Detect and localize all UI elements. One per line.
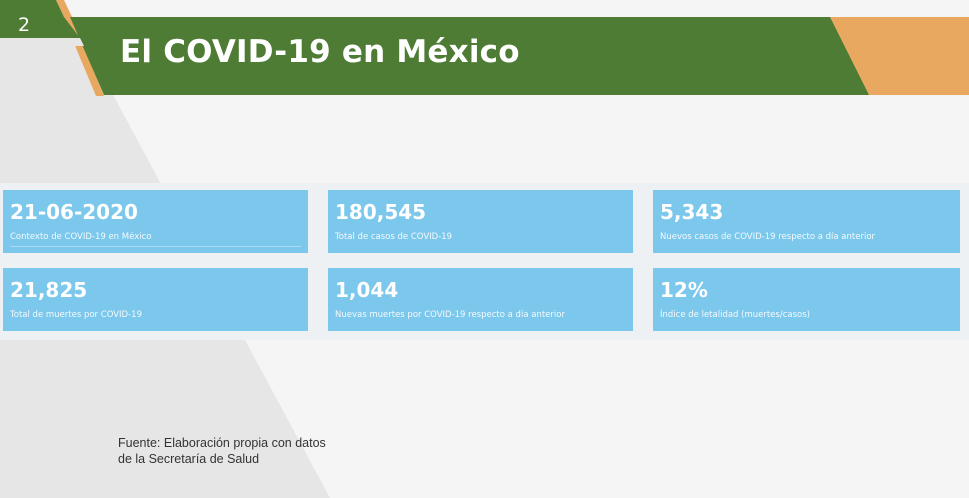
stat-card-lethality: 12% Índice de letalidad (muertes/casos) bbox=[653, 268, 960, 331]
stat-value: 21-06-2020 bbox=[10, 200, 138, 224]
page-title: El COVID-19 en México bbox=[120, 34, 520, 70]
stat-value: 180,545 bbox=[335, 200, 427, 224]
stat-label: Nuevas muertes por COVID-19 respecto a d… bbox=[335, 310, 565, 320]
stat-value: 21,825 bbox=[10, 278, 88, 302]
stat-value: 1,044 bbox=[335, 278, 399, 302]
title-banner bbox=[70, 17, 869, 95]
stat-label: Contexto de COVID-19 en México bbox=[10, 232, 152, 242]
stat-card-total-deaths: 21,825 Total de muertes por COVID-19 bbox=[3, 268, 308, 331]
stat-card-total-cases: 180,545 Total de casos de COVID-19 bbox=[328, 190, 633, 253]
source-note: Fuente: Elaboración propia con datos de … bbox=[118, 435, 326, 467]
source-line-2: de la Secretaría de Salud bbox=[118, 452, 260, 466]
stat-value: 5,343 bbox=[660, 200, 724, 224]
divider bbox=[10, 246, 301, 247]
source-line-1: Fuente: Elaboración propia con datos bbox=[118, 436, 326, 450]
stat-card-new-cases: 5,343 Nuevos casos de COVID-19 respecto … bbox=[653, 190, 960, 253]
stat-card-date: 21-06-2020 Contexto de COVID-19 en Méxic… bbox=[3, 190, 308, 253]
title-banner-accent bbox=[830, 17, 969, 95]
stat-label: Total de casos de COVID-19 bbox=[335, 232, 453, 242]
stat-value: 12% bbox=[660, 278, 708, 302]
stat-label: Total de muertes por COVID-19 bbox=[10, 310, 142, 320]
slide-number: 2 bbox=[18, 14, 31, 36]
stat-card-new-deaths: 1,044 Nuevas muertes por COVID-19 respec… bbox=[328, 268, 633, 331]
stat-label: Índice de letalidad (muertes/casos) bbox=[660, 310, 810, 320]
stat-label: Nuevos casos de COVID-19 respecto a día … bbox=[660, 232, 876, 242]
